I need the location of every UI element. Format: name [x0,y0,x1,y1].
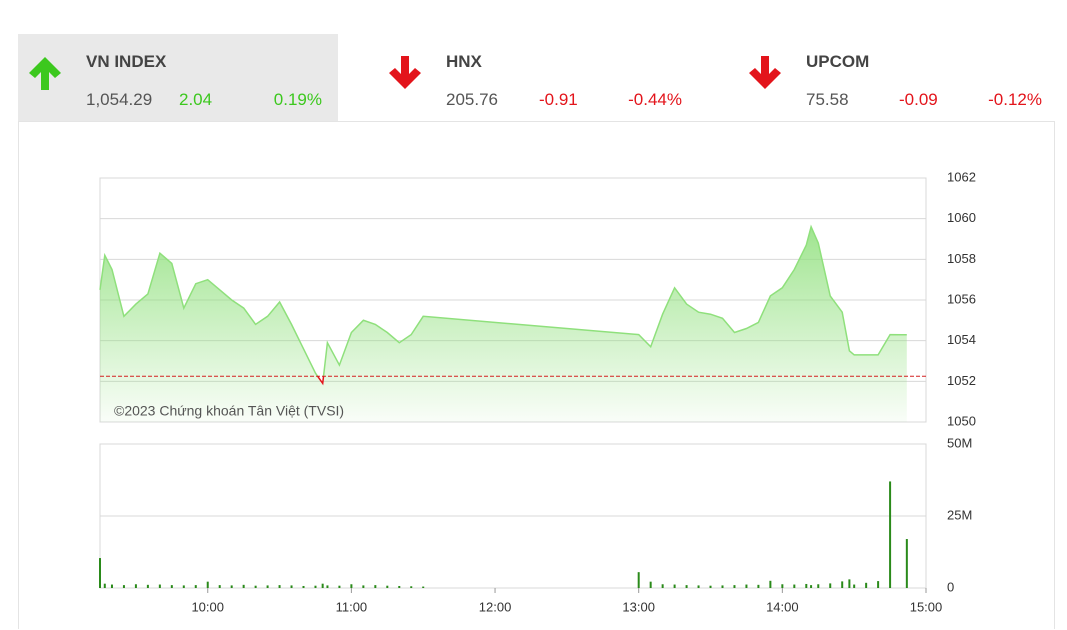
volume-bar [733,585,736,588]
volume-bar [889,481,892,588]
volume-bar [158,584,161,588]
volume-bar [769,580,772,588]
volume-bar [709,585,712,588]
index-tab[interactable]: UPCOM 75.58 -0.09 -0.12% [738,34,1058,121]
volume-bar [398,585,401,588]
direction-arrow [749,56,781,89]
volume-bar [793,584,796,588]
y-tick-label: 1052 [947,373,976,388]
volume-bar [374,585,377,588]
volume-bar [146,584,149,588]
index-percent: 0.19% [273,90,322,109]
volume-bar [829,583,832,588]
volume-bar [302,585,305,588]
volume-bar [170,585,173,588]
x-tick-label: 14:00 [766,599,799,614]
volume-bar [757,584,760,588]
price-line [99,224,907,377]
index-name: UPCOM [806,52,870,71]
volume-bar [853,584,856,588]
index-tab[interactable]: VN INDEX 1,054.29 2.04 0.19% [18,34,338,121]
volume-bar [278,585,281,588]
volume-bar [781,584,784,588]
volume-bar [905,539,908,588]
y-tick-label: 25M [947,507,972,522]
volume-bar [230,585,233,588]
x-tick-label: 11:00 [336,599,368,614]
volume-bar [242,584,245,588]
volume-bar [206,581,209,588]
volume-bar [745,584,748,588]
index-value: 205.76 [446,90,498,109]
volume-bar [721,585,724,588]
y-tick-label: 1062 [947,169,976,184]
arrow-shape [389,56,421,89]
y-tick-label: 1060 [947,210,976,225]
volume-bar [848,579,851,588]
y-tick-label: 1058 [947,251,976,266]
chart: 1050 1052 1054 1056 1058 1060 1062 ©2023 Chứng … [99,169,976,614]
volume-bar [817,584,820,588]
volume-bar [422,586,425,588]
index-percent: -0.44% [628,90,682,109]
y-tick-label: 1054 [947,332,976,347]
volume-bar [254,585,257,588]
x-tick-label: 15:00 [910,599,943,614]
volume-bar [194,585,197,588]
volume-bar [266,585,269,588]
index-name: VN INDEX [86,52,167,71]
volume-bar [99,558,101,588]
volume-bar [841,581,844,588]
volume-bar [877,581,880,588]
chart-panel: 1050 1052 1054 1056 1058 1060 1062 ©2023 Chứng … [18,121,1055,629]
x-tick-label: 13:00 [622,599,655,614]
volume-bar [865,582,868,588]
volume-bar [637,572,640,588]
volume-bar [290,585,293,588]
index-value: 1,054.29 [86,90,153,109]
volume-bar [410,586,413,588]
volume-bar [362,585,365,588]
price-area [100,226,907,422]
y-tick-label: 0 [947,579,954,594]
volume-bar [673,584,676,588]
volume-bar [805,583,808,588]
volume-bar [386,585,389,588]
volume-bar [182,585,185,588]
volume-bar [314,585,317,588]
x-tick-label: 12:00 [479,599,512,614]
direction-arrow [29,57,61,90]
index-name: HNX [446,52,482,71]
y-tick-label: 50M [947,435,972,450]
index-change: -0.91 [539,90,578,109]
volume-bar [326,585,329,588]
volume-bar [321,583,324,588]
index-percent: -0.12% [988,90,1042,109]
volume-bar [649,581,652,588]
index-value: 75.58 [806,90,849,109]
x-tick-label: 10:00 [191,599,224,614]
index-change: -0.09 [899,90,938,109]
volume-bar [134,584,137,588]
volume-bar [338,585,341,588]
volume-bar [810,585,813,588]
arrow-shape [29,57,61,90]
index-change: 2.04 [179,90,213,109]
copyright: ©2023 Chứng khoán Tân Việt (TVSI) [114,403,344,419]
volume-bar [685,585,688,588]
volume-bar [697,585,700,588]
direction-arrow [389,56,421,89]
volume-bar [218,585,221,588]
volume-bar [350,584,353,588]
volume-bar [110,584,113,588]
y-tick-label: 1050 [947,413,976,428]
index-tab[interactable]: HNX 205.76 -0.91 -0.44% [378,34,698,121]
volume-bar [103,583,106,588]
y-tick-label: 1056 [947,291,976,306]
arrow-shape [749,56,781,89]
volume-bar [122,585,125,588]
volume-bar [661,584,664,588]
